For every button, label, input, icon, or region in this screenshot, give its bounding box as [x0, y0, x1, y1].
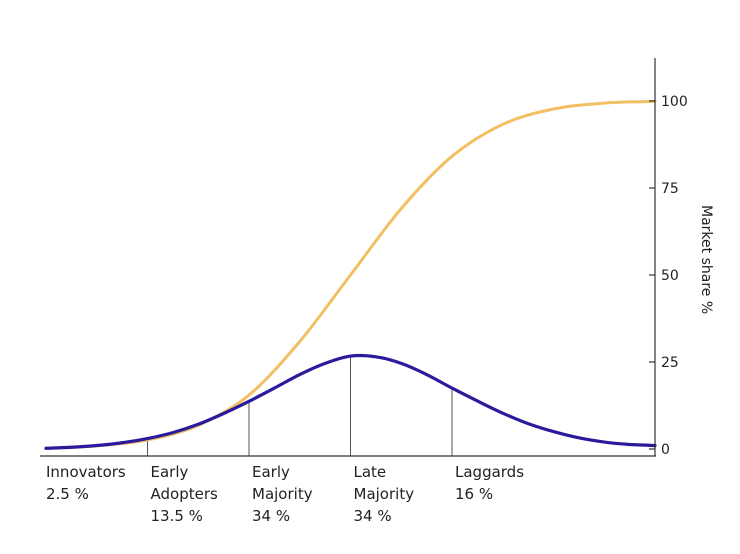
category-labels: Innovators 2.5 % Early Adopters 13.5 % Early M… [46, 463, 524, 525]
category-label: 13.5 % [151, 507, 203, 525]
y-tick-label: 75 [661, 181, 679, 197]
category-label: Majority [354, 485, 415, 503]
category-label: 34 % [354, 507, 392, 525]
category-label: Majority [252, 485, 313, 503]
series-group [44, 99, 657, 450]
y-tick-label: 0 [661, 442, 670, 458]
category-label: 2.5 % [46, 485, 89, 503]
category-label: Early [151, 463, 189, 481]
y-tick-label: 100 [661, 94, 688, 110]
category-label: Adopters [151, 485, 218, 503]
category-label: Laggards [455, 463, 524, 481]
y-ticks: 0 25 50 75 100 [649, 94, 688, 458]
category-label: Late [354, 463, 387, 481]
category-label: Innovators [46, 463, 126, 481]
y-tick-label: 50 [661, 268, 679, 284]
y-tick-label: 25 [661, 355, 679, 371]
category-label: 34 % [252, 507, 290, 525]
y-axis-label: Market share % [698, 205, 714, 314]
adoption-curve [44, 353, 657, 450]
category-label: 16 % [455, 485, 493, 503]
divider-lines [147, 356, 453, 456]
category-label: Early [252, 463, 290, 481]
